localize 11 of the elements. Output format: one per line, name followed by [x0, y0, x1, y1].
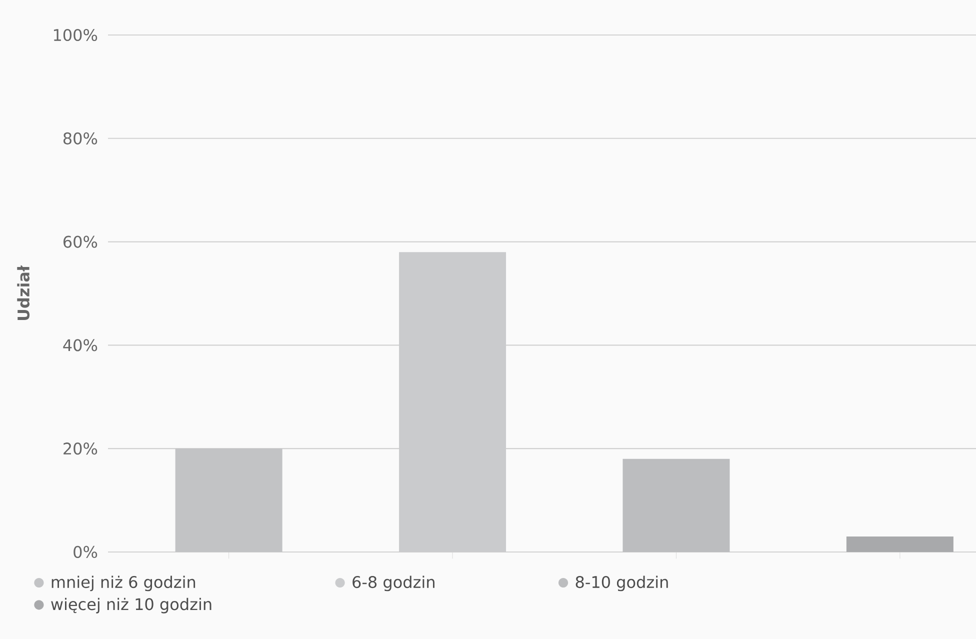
y-axis-title: Udział	[17, 265, 30, 320]
y-tick-label: 40%	[63, 339, 98, 352]
legend-label: więcej niż 10 godzin	[51, 598, 212, 614]
legend-label: 6-8 godzin	[352, 576, 434, 592]
y-tick-label: 0%	[74, 546, 98, 558]
y-tick-label: 20%	[64, 442, 98, 455]
legend-label: mniej niż 6 godzin	[52, 576, 196, 592]
legend-label: 8-10 godzin	[576, 576, 668, 592]
y-tick-label: 100%	[54, 28, 98, 42]
y-tick-label: 60%	[64, 236, 98, 248]
y-tick-label: 80%	[63, 132, 98, 144]
